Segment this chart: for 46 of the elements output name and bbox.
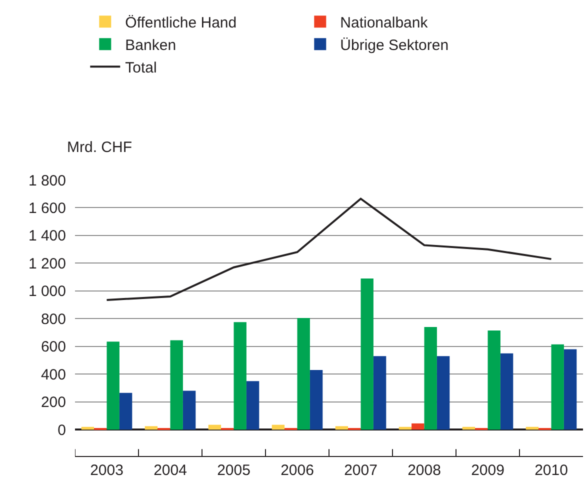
bar bbox=[551, 344, 564, 430]
legend-label: Total bbox=[125, 60, 157, 76]
bar bbox=[272, 424, 285, 430]
legend-label: Nationalbank bbox=[340, 14, 428, 32]
bar bbox=[310, 370, 323, 430]
bar bbox=[182, 390, 196, 430]
bar bbox=[373, 356, 386, 430]
y-tick-label: 600 bbox=[40, 338, 66, 356]
bar bbox=[246, 381, 260, 430]
x-tick-label: 2006 bbox=[280, 462, 314, 479]
bar bbox=[106, 342, 120, 430]
bar bbox=[436, 356, 450, 430]
y-tick-label: 0 bbox=[58, 422, 66, 439]
x-tick-label: 2007 bbox=[344, 462, 378, 479]
legend-label: Banken bbox=[125, 37, 176, 54]
legend-label: Öffentliche Hand bbox=[125, 14, 237, 32]
x-tick-label: 2009 bbox=[471, 462, 504, 479]
bar bbox=[412, 423, 424, 430]
x-tick-label: 2008 bbox=[408, 462, 441, 479]
x-tick-label: 2010 bbox=[534, 462, 568, 479]
bar bbox=[170, 340, 183, 430]
legend-label: Übrige Sektoren bbox=[340, 37, 449, 54]
bar bbox=[297, 318, 310, 430]
bar bbox=[564, 349, 577, 430]
y-axis-title: Mrd. CHF bbox=[67, 139, 132, 156]
bar bbox=[360, 278, 374, 430]
y-tick-label: 1 200 bbox=[28, 255, 66, 272]
bar bbox=[234, 322, 246, 430]
bar bbox=[144, 426, 158, 430]
x-tick-label: 2004 bbox=[154, 462, 187, 479]
y-tick-label: 1 000 bbox=[28, 283, 66, 300]
x-tick-label: 2003 bbox=[90, 462, 124, 479]
bar bbox=[488, 330, 500, 430]
y-tick-label: 200 bbox=[40, 394, 66, 412]
y-tick-label: 1 400 bbox=[28, 228, 66, 245]
bar bbox=[335, 426, 348, 430]
y-tick-label: 1 800 bbox=[28, 172, 66, 190]
bar bbox=[424, 327, 437, 430]
bar bbox=[208, 424, 222, 430]
y-tick-label: 400 bbox=[40, 366, 66, 384]
y-tick-label: 1 600 bbox=[28, 200, 66, 217]
bar bbox=[500, 353, 514, 430]
bar bbox=[119, 392, 132, 430]
x-tick-label: 2005 bbox=[217, 462, 250, 479]
line-series bbox=[106, 198, 552, 301]
y-tick-label: 800 bbox=[40, 310, 66, 328]
